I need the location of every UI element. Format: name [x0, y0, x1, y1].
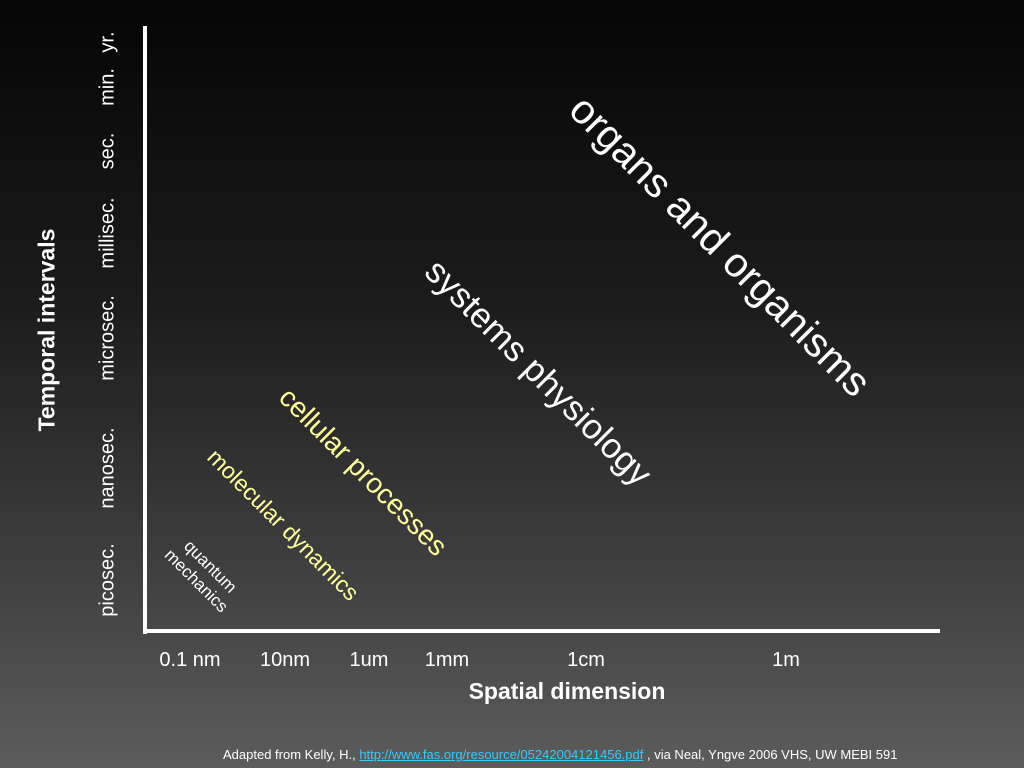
y-axis-title: Temporal intervals — [33, 228, 60, 432]
x-tick-1m: 1m — [772, 649, 800, 671]
region-organs-and-organisms: organs and organisms — [560, 85, 881, 406]
y-tick-millisec: millisec. — [96, 197, 119, 269]
x-tick-1um: 1um — [349, 649, 389, 671]
x-axis-line — [143, 629, 940, 633]
y-tick-min: min. — [96, 68, 119, 106]
citation: Adapted from Kelly, H., http://www.fas.o… — [223, 747, 897, 762]
citation-prefix: Adapted from Kelly, H., — [223, 747, 360, 762]
y-tick-microsec: microsec. — [96, 295, 119, 381]
y-tick-sec: sec. — [96, 132, 119, 170]
x-tick-0-1nm: 0.1 nm — [159, 649, 221, 671]
x-tick-10nm: 10nm — [259, 649, 311, 671]
citation-link[interactable]: http://www.fas.org/resource/052420041214… — [359, 747, 644, 762]
x-tick-1cm: 1cm — [567, 649, 605, 671]
x-tick-1mm: 1mm — [424, 649, 470, 671]
region-systems-physiology: systems physiology — [417, 251, 660, 494]
citation-suffix: , via Neal, Yngve 2006 VHS, UW MEBI 591 — [643, 747, 898, 762]
x-axis-title: Spatial dimension — [468, 678, 666, 704]
y-axis-line — [143, 26, 147, 634]
y-tick-nanosec: nanosec. — [96, 427, 119, 509]
region-quantum-mechanics: quantum mechanics — [160, 531, 246, 617]
y-tick-yr: yr. — [96, 31, 119, 53]
y-tick-picosec: picosec. — [96, 543, 119, 617]
